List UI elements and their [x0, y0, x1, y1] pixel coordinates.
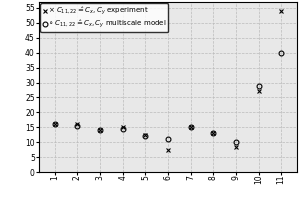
Legend: $\times$ $C_{11,22} \hat{=} C_x, C_y$ experiment, $\circ$ $C_{11,22} \hat{=} C_x: $\times$ $C_{11,22} \hat{=} C_x, C_y$ ex… [40, 3, 169, 32]
